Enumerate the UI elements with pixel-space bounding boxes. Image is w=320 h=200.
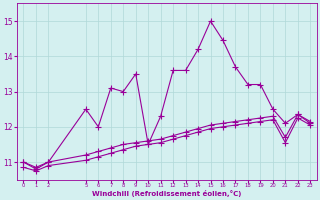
X-axis label: Windchill (Refroidissement éolien,°C): Windchill (Refroidissement éolien,°C) (92, 190, 242, 197)
